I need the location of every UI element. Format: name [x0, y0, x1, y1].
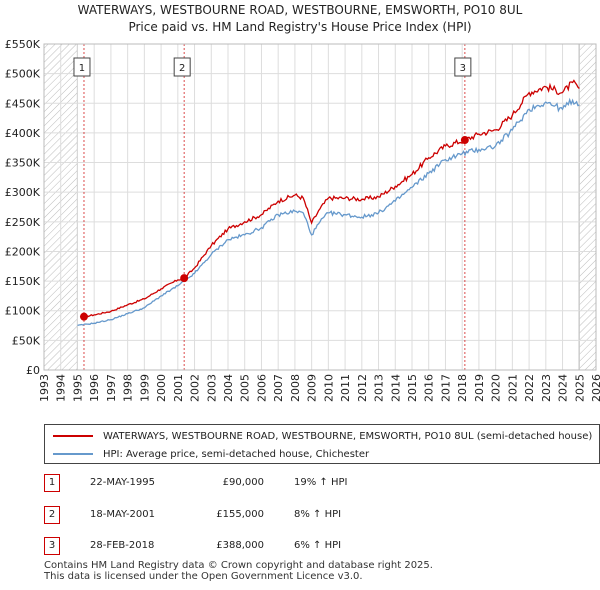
x-tick-label: 2003 [205, 374, 218, 402]
footer-licence: This data is licensed under the Open Gov… [44, 571, 363, 582]
sale-marker-number: 3 [460, 63, 466, 74]
x-tick-label: 2011 [339, 374, 352, 402]
y-tick-label: £100K [5, 305, 41, 318]
x-tick-label: 2008 [289, 374, 302, 402]
x-tick-label: 1998 [122, 374, 135, 402]
y-tick-label: £350K [5, 157, 41, 170]
title-line-2: Price paid vs. HM Land Registry's House … [128, 20, 472, 34]
y-tick-label: £400K [5, 127, 41, 140]
transaction-hpi-diff: 19% ↑ HPI [294, 477, 348, 488]
x-tick-label: 2004 [222, 374, 235, 402]
y-tick-label: £300K [5, 186, 41, 199]
x-tick-label: 1996 [88, 374, 101, 402]
x-tick-label: 2000 [155, 374, 168, 402]
x-tick-label: 2020 [490, 374, 503, 402]
legend-swatch-hpi [53, 453, 93, 455]
hpi-line [77, 97, 580, 327]
legend-swatch-property [53, 435, 93, 437]
legend: WATERWAYS, WESTBOURNE ROAD, WESTBOURNE, … [44, 424, 600, 464]
hatched-region [579, 44, 596, 370]
sale-point [180, 274, 189, 283]
transaction-date: 22-MAY-1995 [90, 477, 156, 488]
transaction-price: £155,000 [216, 509, 264, 520]
footer: Contains HM Land Registry data © Crown c… [44, 560, 433, 582]
y-tick-label: £50K [12, 334, 41, 347]
y-tick-label: £250K [5, 216, 41, 229]
price-chart: 1 2 3 £0 £50K £100K £150K £200K £250K £300K £350K… [5, 38, 600, 402]
sale-marker-box [173, 57, 191, 77]
transaction-price: £388,000 [216, 540, 264, 551]
transaction-number: 3 [44, 537, 60, 555]
x-tick-label: 2007 [272, 374, 285, 402]
x-tick-label: 2005 [239, 374, 252, 402]
sale-point [79, 312, 88, 321]
x-tick-label: 2006 [255, 374, 268, 402]
x-tick-label: 2017 [439, 374, 452, 402]
x-tick-label: 2018 [456, 374, 469, 402]
x-tick-label: 2001 [172, 374, 185, 402]
x-tick-label: 2014 [389, 374, 402, 402]
y-tick-label: £200K [5, 245, 41, 258]
transaction-date: 18-MAY-2001 [90, 509, 156, 520]
legend-item-hpi: HPI: Average price, semi-detached house,… [45, 445, 369, 463]
x-tick-label: 2025 [573, 374, 586, 402]
transaction-hpi-diff: 8% ↑ HPI [294, 509, 342, 520]
plot-frame [43, 43, 597, 371]
y-tick-label: £500K [5, 68, 41, 81]
sale-marker-number: 2 [179, 63, 185, 74]
transaction-date: 28-FEB-2018 [90, 540, 155, 551]
title-line-1: WATERWAYS, WESTBOURNE ROAD, WESTBOURNE, … [77, 3, 523, 17]
transaction-row: 3 28-FEB-2018 £388,000 6% ↑ HPI [44, 537, 600, 557]
legend-label-property: WATERWAYS, WESTBOURNE ROAD, WESTBOURNE, … [103, 430, 593, 442]
x-tick-label: 2023 [540, 374, 553, 402]
y-tick-label: £450K [5, 97, 41, 110]
x-tick-label: 2019 [473, 374, 486, 402]
x-tick-label: 2024 [557, 374, 570, 402]
x-tick-label: 1999 [138, 374, 151, 402]
x-tick-label: 2010 [322, 374, 335, 402]
sale-marker-box [454, 57, 472, 77]
x-tick-label: 1995 [71, 374, 84, 402]
x-tick-label: 1993 [38, 374, 51, 402]
property-price-line [83, 79, 580, 318]
sale-point [460, 136, 469, 145]
x-tick-label: 1994 [55, 374, 68, 402]
transaction-price: £90,000 [222, 477, 264, 488]
x-tick-label: 2009 [306, 374, 319, 402]
x-tick-label: 2013 [373, 374, 386, 402]
transaction-number: 2 [44, 506, 60, 524]
x-tick-label: 2026 [590, 374, 600, 402]
footer-copyright: Contains HM Land Registry data © Crown c… [44, 560, 433, 571]
x-tick-label: 2012 [356, 374, 369, 402]
y-tick-label: £150K [5, 275, 41, 288]
transaction-hpi-diff: 6% ↑ HPI [294, 540, 342, 551]
legend-label-hpi: HPI: Average price, semi-detached house,… [103, 448, 370, 460]
x-tick-label: 2002 [189, 374, 202, 402]
x-tick-label: 2015 [406, 374, 419, 402]
x-tick-label: 2016 [423, 374, 436, 402]
x-tick-label: 1997 [105, 374, 118, 402]
chart-title: WATERWAYS, WESTBOURNE ROAD, WESTBOURNE, … [0, 2, 600, 36]
transaction-row: 1 22-MAY-1995 £90,000 19% ↑ HPI [44, 474, 600, 494]
transaction-row: 2 18-MAY-2001 £155,000 8% ↑ HPI [44, 506, 600, 526]
x-tick-label: 2021 [506, 374, 519, 402]
x-tick-label: 2022 [523, 374, 536, 402]
y-tick-label: £0 [26, 364, 40, 377]
sale-marker-box [73, 57, 91, 77]
transaction-number: 1 [44, 474, 60, 492]
legend-item-property: WATERWAYS, WESTBOURNE ROAD, WESTBOURNE, … [45, 427, 592, 445]
y-tick-label: £550K [5, 38, 41, 51]
sale-marker-number: 1 [79, 63, 85, 74]
